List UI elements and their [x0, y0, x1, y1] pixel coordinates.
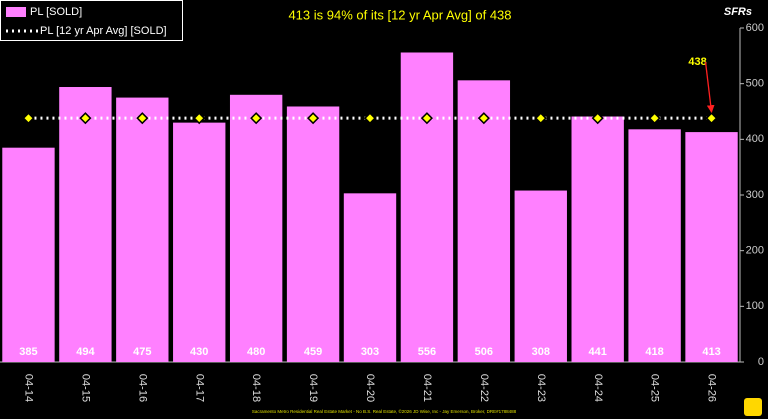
- value-label: 418: [645, 346, 663, 358]
- x-tick-label: 04-17: [193, 374, 205, 402]
- avg-marker: [193, 112, 206, 125]
- avg-marker: [250, 112, 263, 125]
- x-tick-label: 04-24: [592, 374, 604, 402]
- chart-title: 413 is 94% of its [12 yr Apr Avg] of 438: [288, 7, 511, 22]
- bar: [173, 122, 226, 362]
- x-tick-label: 04-14: [23, 374, 35, 402]
- legend-swatch: [6, 7, 26, 17]
- y-axis-label: SFRs: [724, 6, 752, 18]
- x-tick-label: 04-26: [706, 374, 718, 402]
- bar: [400, 52, 454, 362]
- x-tick-label: 04-22: [478, 374, 490, 402]
- bar: [286, 106, 340, 363]
- x-tick-label: 04-15: [79, 374, 91, 402]
- bar: [685, 132, 738, 362]
- legend-box: [0, 0, 183, 41]
- value-label: 385: [19, 346, 37, 358]
- avg-marker: [648, 112, 661, 125]
- avg-marker: [79, 112, 92, 125]
- y-tick-label: 400: [746, 133, 764, 145]
- x-tick-label: 04-21: [421, 374, 433, 402]
- avg-marker: [307, 112, 320, 125]
- value-label: 459: [304, 346, 322, 358]
- value-label: 303: [361, 346, 379, 358]
- bar: [116, 97, 169, 362]
- value-label: 441: [589, 346, 607, 358]
- value-label: 308: [532, 346, 550, 358]
- avg-marker: [363, 112, 377, 125]
- avg-marker: [591, 112, 604, 125]
- value-label: 413: [702, 346, 720, 358]
- value-label: 430: [190, 346, 208, 358]
- legend-label: PL [SOLD]: [30, 6, 82, 18]
- avg-marker: [136, 112, 149, 125]
- x-tick-label: 04-23: [535, 374, 547, 402]
- bar: [628, 129, 681, 362]
- avg-marker: [22, 112, 35, 125]
- footer: Sacramento Metro Residential Real Estate…: [252, 408, 517, 414]
- avg-marker: [534, 112, 547, 125]
- annotation-arrow: [704, 61, 715, 113]
- x-tick-label: 04-19: [307, 374, 319, 402]
- value-label: 494: [76, 346, 95, 358]
- y-tick-label: 200: [746, 245, 764, 257]
- x-tick-label: 04-20: [364, 374, 376, 402]
- bar: [514, 190, 567, 362]
- legend-label: PL [12 yr Apr Avg] [SOLD]: [40, 25, 167, 37]
- avg-marker: [477, 112, 490, 125]
- bar: [229, 94, 283, 363]
- x-tick-label: 04-25: [649, 374, 661, 402]
- value-label: 480: [247, 346, 265, 358]
- x-tick-label: 04-18: [250, 374, 262, 402]
- bar: [59, 87, 112, 363]
- bar: [571, 116, 624, 362]
- logo: [744, 398, 762, 416]
- value-label: 506: [475, 346, 493, 358]
- bar: [457, 80, 511, 363]
- bar: [343, 193, 397, 362]
- x-tick-label: 04-16: [136, 374, 148, 402]
- bar: [2, 147, 55, 362]
- value-label: 475: [133, 346, 151, 358]
- y-tick-label: 600: [746, 22, 764, 34]
- avg-marker: [420, 112, 433, 125]
- annotation: 438: [688, 56, 706, 68]
- avg-marker: [705, 112, 718, 125]
- y-tick-label: 500: [746, 78, 764, 90]
- y-tick-label: 100: [746, 300, 764, 312]
- y-tick-label: 300: [746, 189, 764, 201]
- y-tick-label: 0: [758, 356, 764, 368]
- value-label: 556: [418, 346, 436, 358]
